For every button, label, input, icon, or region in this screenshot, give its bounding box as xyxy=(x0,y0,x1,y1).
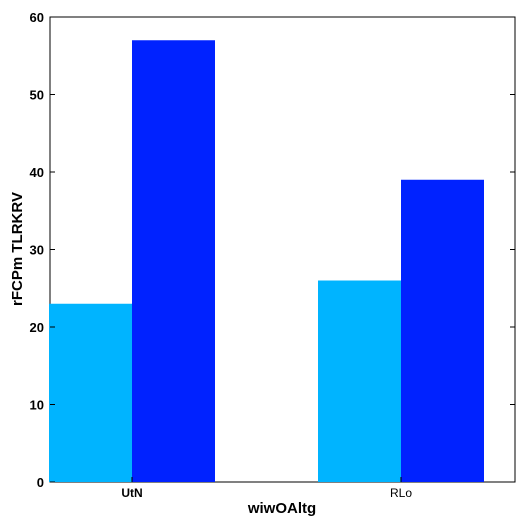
y-tick-label: 60 xyxy=(30,10,44,25)
y-tick-label: 0 xyxy=(37,475,44,490)
bar-series1-RLo xyxy=(318,280,401,482)
y-tick-label: 20 xyxy=(30,320,44,335)
bars-group xyxy=(49,40,484,482)
x-tick-label-RLo: RLo xyxy=(390,486,412,500)
x-axis-label: wiwOAltg xyxy=(247,500,316,517)
y-tick-label: 40 xyxy=(30,165,44,180)
y-axis-label: rFCPm TLRKRV xyxy=(9,192,26,306)
x-tick-label-UtN: UtN xyxy=(121,486,142,500)
y-tick-label: 50 xyxy=(30,88,44,103)
bar-series2-UtN xyxy=(132,40,215,482)
y-tick-label: 10 xyxy=(30,398,44,413)
x-axis-ticks: UtN RLo xyxy=(121,477,412,500)
bar-series1-UtN xyxy=(49,303,132,482)
y-axis-ticks: 0 10 20 30 40 50 60 xyxy=(30,10,515,490)
y-tick-label: 30 xyxy=(30,243,44,258)
bar-series2-RLo xyxy=(401,179,484,482)
